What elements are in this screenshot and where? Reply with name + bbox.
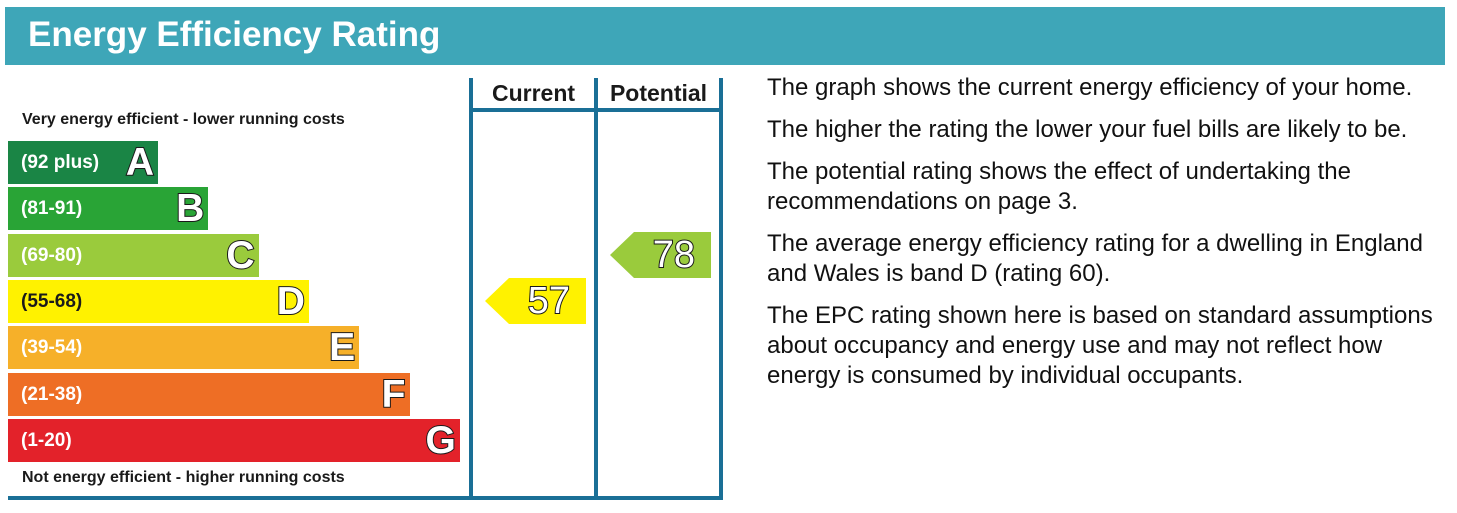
frame-left xyxy=(469,78,473,500)
potential-rating-arrow: 78 xyxy=(610,232,711,279)
info-paragraph: The potential rating shows the effect of… xyxy=(767,158,1351,215)
band-g: (1-20) G xyxy=(8,418,460,463)
info-paragraph: The higher the rating the lower your fue… xyxy=(767,116,1408,143)
band-range-label: (81-91) xyxy=(21,198,83,220)
band-range-label: (69-80) xyxy=(21,244,83,266)
frame-bottom-rule xyxy=(8,496,723,500)
rating-arrow-polygon xyxy=(610,232,711,279)
band-letter: G xyxy=(424,418,456,463)
header-bar: Energy Efficiency Rating xyxy=(5,7,1445,65)
rating-arrow-polygon xyxy=(485,278,586,325)
frame-middle xyxy=(594,78,598,500)
info-paragraph: The EPC rating shown here is based on st… xyxy=(767,302,1433,389)
band-range-label: (55-68) xyxy=(21,290,83,312)
band-letter: C xyxy=(225,233,255,278)
band-letter: D xyxy=(276,279,306,324)
rating-value: 57 xyxy=(527,279,571,323)
band-range-label: (92 plus) xyxy=(21,152,100,173)
band-c: (69-80) C xyxy=(8,233,259,278)
rating-arrow-shape xyxy=(485,278,586,325)
rating-arrow-shape xyxy=(610,232,711,279)
page-title: Energy Efficiency Rating xyxy=(28,15,441,54)
band-letter: B xyxy=(175,186,205,231)
info-text: The graph shows the current energy effic… xyxy=(767,73,1447,403)
band-letter: F xyxy=(381,372,407,417)
info-paragraph: The average energy efficiency rating for… xyxy=(767,230,1423,287)
info-paragraph: The graph shows the current energy effic… xyxy=(767,74,1413,101)
band-range-label: (39-54) xyxy=(21,337,83,359)
band-f: (21-38) F xyxy=(8,372,410,417)
efficient-caption: Very energy efficient - lower running co… xyxy=(22,111,345,128)
inefficient-caption: Not energy efficient - higher running co… xyxy=(22,469,345,486)
band-letter: A xyxy=(125,140,155,185)
band-a: (92 plus) A xyxy=(8,140,158,185)
current-column-header: Current xyxy=(491,80,576,106)
band-d: (55-68) D xyxy=(8,279,309,324)
band-range-label: (21-38) xyxy=(21,383,83,405)
frame-right xyxy=(719,78,723,500)
band-e: (39-54) E xyxy=(8,325,360,370)
band-b: (81-91) B xyxy=(8,186,209,231)
band-range-label: (1-20) xyxy=(21,429,72,451)
frame-header-rule xyxy=(469,108,723,112)
current-rating-arrow: 57 xyxy=(485,278,586,325)
band-letter: E xyxy=(328,325,356,370)
potential-column-header: Potential xyxy=(609,80,708,106)
rating-value: 78 xyxy=(652,233,696,277)
